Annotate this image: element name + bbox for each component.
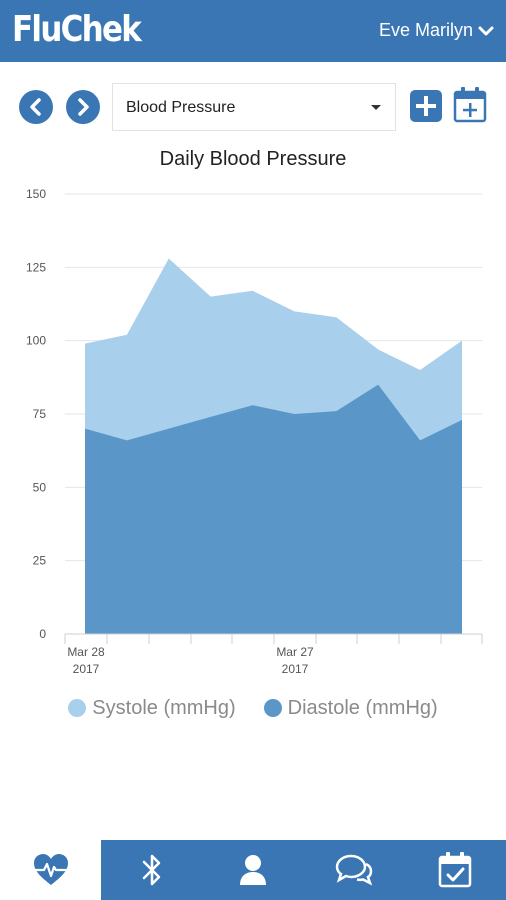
tab-calendar[interactable]: [404, 840, 505, 900]
caret-down-icon: [371, 105, 381, 110]
app-header: FluChek Eve Marilyn: [0, 0, 506, 62]
y-tick-label: 75: [33, 407, 47, 421]
x-tick-label: Mar 27: [276, 645, 314, 659]
y-tick-label: 25: [33, 554, 47, 568]
chevron-down-icon: [478, 26, 494, 35]
bottom-tab-bar: [0, 840, 506, 900]
legend-item-diastole: Diastole (mmHg): [263, 696, 438, 720]
user-menu[interactable]: Eve Marilyn: [379, 20, 494, 41]
x-tick-label-year: 2017: [73, 662, 100, 676]
calendar-check-icon: [438, 852, 471, 888]
metric-select-value: Blood Pressure: [126, 99, 236, 116]
legend-label-systole: Systole (mmHg): [92, 696, 236, 719]
tab-health[interactable]: [0, 840, 101, 900]
y-tick-label: 0: [39, 627, 46, 641]
previous-button[interactable]: [19, 90, 53, 124]
chart-legend: Systole (mmHg) Diastole (mmHg): [0, 694, 506, 722]
legend-label-diastole: Diastole (mmHg): [287, 696, 438, 719]
y-tick-label: 150: [26, 187, 46, 201]
y-tick-label: 125: [26, 260, 46, 274]
y-tick-label: 50: [33, 480, 47, 494]
add-reading-button[interactable]: [408, 88, 444, 124]
chevron-right-icon: [78, 98, 89, 116]
chevron-left-icon: [30, 98, 41, 116]
heart-pulse-icon: [33, 854, 68, 885]
blood-pressure-chart: 0 25 50 75 100 125 150 Mar 28 2017 Mar 27 2017: [26, 187, 483, 676]
tab-messages[interactable]: [303, 840, 404, 900]
user-icon: [239, 855, 266, 885]
legend-item-systole: Systole (mmHg): [68, 696, 236, 720]
metric-select[interactable]: Blood Pressure: [112, 83, 396, 131]
tab-profile[interactable]: [202, 840, 303, 900]
x-tick-label-year: 2017: [282, 662, 309, 676]
next-button[interactable]: [66, 90, 100, 124]
y-tick-label: 100: [26, 334, 46, 348]
bluetooth-icon: [142, 854, 160, 886]
diastole-area: [85, 384, 462, 634]
calendar-plus-icon[interactable]: [452, 86, 488, 124]
legend-swatch-systole: [68, 699, 87, 717]
legend-swatch-diastole: [263, 699, 282, 717]
tab-bluetooth[interactable]: [101, 840, 202, 900]
chat-icon: [335, 854, 372, 886]
x-tick-label: Mar 28: [67, 645, 105, 659]
app-logo: FluChek: [12, 9, 142, 50]
chart-title: Daily Blood Pressure: [159, 148, 347, 170]
user-name: Eve Marilyn: [378, 20, 473, 40]
